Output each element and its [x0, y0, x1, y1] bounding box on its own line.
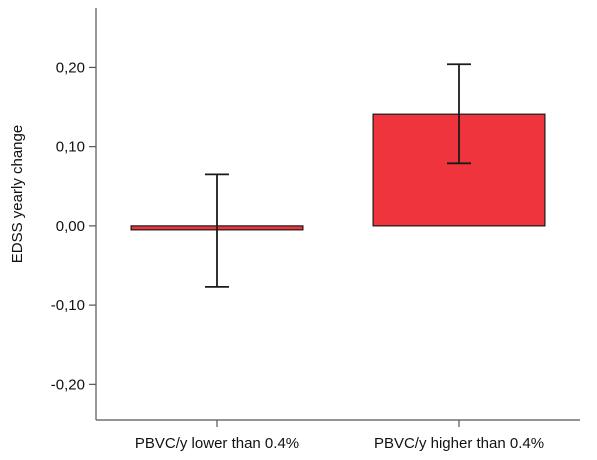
y-tick-label: -0,10	[51, 297, 85, 314]
error-bars-layer	[205, 63, 471, 288]
y-tick-label: 0,00	[56, 218, 85, 235]
y-ticks-layer: 0,20 0,10 0,00 -0,10 -0,20	[51, 59, 96, 393]
y-tick-label: -0,20	[51, 376, 85, 393]
error-bar	[205, 173, 229, 288]
x-category-label: PBVC/y lower than 0.4%	[135, 435, 299, 452]
x-category-label: PBVC/y higher than 0.4%	[374, 435, 544, 452]
y-axis-title: EDSS yearly change	[9, 125, 26, 263]
y-tick-label: 0,10	[56, 139, 85, 156]
error-bar	[447, 63, 471, 165]
bars-layer	[130, 113, 546, 231]
y-tick-label: 0,20	[56, 59, 85, 76]
x-categories-layer: PBVC/y lower than 0.4% PBVC/y higher than…	[135, 420, 544, 452]
